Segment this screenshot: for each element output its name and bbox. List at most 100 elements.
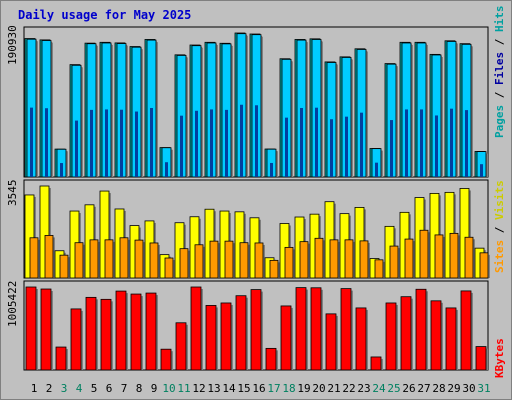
x-tick-label-day-5: 5 [91,382,98,395]
kbytes-bar-day-25 [385,302,397,371]
pages-bar-day-19 [300,107,303,177]
kbytes-bar-day-17 [265,347,277,371]
x-tick-label-day-16: 16 [252,382,265,395]
x-tick-label-day-26: 26 [402,382,415,395]
kbytes-bar-day-22 [340,288,352,371]
kbytes-bar-day-4 [70,308,82,371]
kbytes-bar-day-5 [85,296,97,371]
sites-bar-day-12 [194,244,204,279]
pages-bar-day-13 [210,109,213,177]
legend-separator: / [493,32,506,52]
legend-files: Files [493,52,506,85]
kbytes-bar-day-27 [415,288,427,371]
x-tick-label-day-11: 11 [177,382,190,395]
x-tick-label-day-9: 9 [151,382,158,395]
sites-bar-day-28 [434,234,444,279]
pages-bar-day-30 [465,110,468,177]
pages-bar-day-10 [165,162,168,177]
pages-bar-day-24 [375,162,378,177]
x-tick-label-day-17: 17 [267,382,280,395]
x-tick-label-day-13: 13 [207,382,220,395]
pages-bar-day-31 [480,164,483,177]
kbytes-bar-day-3 [55,346,67,371]
x-tick-label-day-7: 7 [121,382,128,395]
x-tick-label-day-1: 1 [31,382,38,395]
visits-bar-day-2 [39,185,50,279]
pages-bar-day-17 [270,162,273,177]
kbytes-bar-day-20 [310,287,322,371]
kbytes-bar-day-9 [145,292,157,371]
pages-bar-day-4 [75,120,78,177]
y-max-label-2: 3545 [6,180,19,207]
pages-bar-day-12 [195,110,198,177]
pages-bar-day-18 [285,117,288,177]
x-tick-label-day-8: 8 [136,382,143,395]
kbytes-bar-day-26 [400,296,412,371]
x-tick-label-day-24: 24 [372,382,386,395]
x-tick-label-day-18: 18 [282,382,295,395]
pages-bar-day-11 [180,115,183,177]
visits-bar-day-6 [99,190,110,279]
pages-bar-day-23 [360,112,363,177]
x-tick-label-day-27: 27 [417,382,430,395]
sites-bar-day-31 [479,252,489,279]
x-tick-label-day-12: 12 [192,382,205,395]
sites-bar-day-1 [29,237,39,279]
sites-bar-day-20 [314,237,324,279]
kbytes-bar-day-16 [250,289,262,371]
x-tick-label-day-20: 20 [312,382,325,395]
pages-bar-day-5 [90,109,93,177]
kbytes-bar-day-1 [25,286,37,371]
kbytes-bar-day-19 [295,287,307,371]
pages-bar-day-16 [255,105,258,177]
sites-bar-day-24 [374,259,384,279]
sites-bar-day-16 [254,242,264,279]
legend-visits: Visits [493,180,506,220]
kbytes-bar-day-30 [460,290,472,371]
x-tick-label-day-23: 23 [357,382,370,395]
sites-bar-day-19 [299,241,309,279]
kbytes-bar-day-2 [40,288,52,371]
kbytes-bar-day-13 [205,305,217,371]
sites-bar-day-6 [104,239,114,279]
panel2-legend: Sites / Visits [493,180,506,273]
x-tick-label-day-19: 19 [297,382,310,395]
sites-bar-day-30 [464,236,474,279]
pages-bar-day-8 [135,111,138,177]
legend-separator: / [493,85,506,105]
sites-bar-day-17 [269,259,279,279]
legend-kbytes: KBytes [493,338,506,378]
kbytes-bar-day-24 [370,356,382,371]
x-tick-label-day-21: 21 [327,382,340,395]
x-tick-label-day-2: 2 [46,382,53,395]
kbytes-bar-day-29 [445,307,457,371]
pages-bar-day-14 [225,109,228,177]
visits-bar-day-1 [24,194,35,279]
pages-bar-day-27 [420,109,423,177]
sites-bar-day-27 [419,229,429,279]
sites-bar-day-7 [119,237,129,279]
kbytes-bar-day-18 [280,305,292,371]
x-tick-label-day-29: 29 [447,382,460,395]
pages-bar-day-20 [315,107,318,177]
sites-bar-day-13 [209,240,219,279]
sites-bar-day-4 [74,242,84,279]
sites-bar-day-10 [164,257,174,279]
page-title: Daily usage for May 2025 [18,8,192,22]
pages-bar-day-15 [240,104,243,177]
sites-bar-day-25 [389,245,399,279]
pages-bar-day-21 [330,119,333,177]
kbytes-bar-day-21 [325,313,337,371]
x-tick-label-day-31: 31 [477,382,490,395]
legend-pages: Pages [493,105,506,138]
x-tick-label-day-10: 10 [162,382,175,395]
kbytes-bar-day-8 [130,293,142,371]
pages-bar-day-29 [450,108,453,177]
sites-bar-day-21 [329,239,339,279]
x-tick-label-day-30: 30 [462,382,475,395]
legend-hits: Hits [493,6,506,33]
kbytes-bar-day-14 [220,302,232,371]
legend-separator: / [493,220,506,240]
pages-bar-day-9 [150,107,153,177]
